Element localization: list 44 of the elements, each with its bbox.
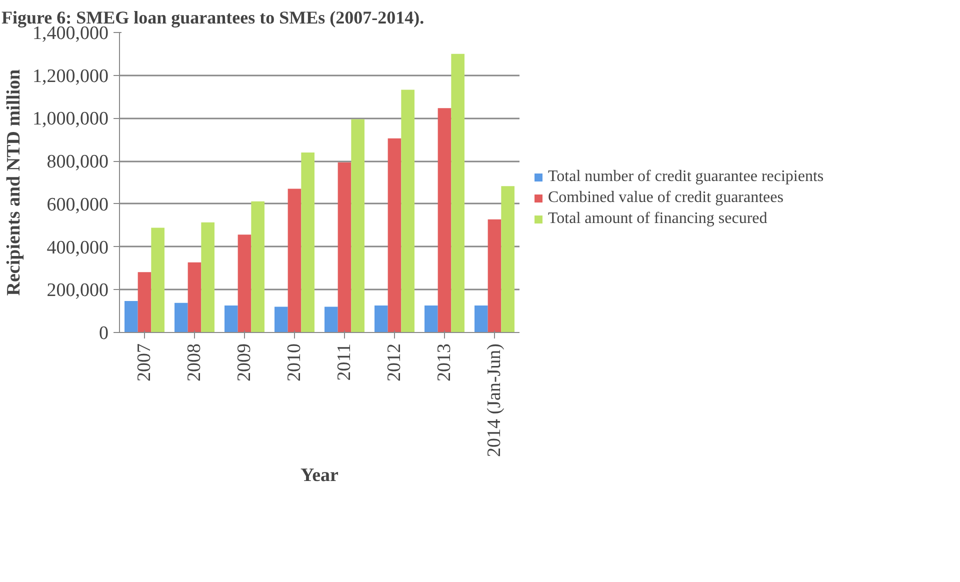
bar (438, 108, 452, 332)
x-tick-label: 2007 (134, 344, 155, 382)
bar (488, 219, 502, 332)
bar (224, 306, 238, 332)
y-tick-label: 200,000 (46, 280, 108, 302)
x-tick-label: 2008 (184, 344, 205, 382)
y-tick-label: 400,000 (46, 237, 108, 258)
x-tick-label: 2010 (284, 344, 305, 382)
bar (201, 222, 214, 332)
x-tick-label: 2009 (234, 344, 255, 382)
legend-label: Combined value of credit guarantees (548, 189, 784, 207)
bar (424, 306, 438, 332)
bar (338, 162, 352, 332)
bar (401, 90, 414, 332)
bar (288, 188, 302, 332)
bar (324, 306, 338, 332)
y-tick-label: 1,000,000 (32, 108, 108, 130)
bar (374, 306, 388, 332)
legend-label: Total number of credit guarantee recipients (548, 168, 824, 186)
x-tick-label: 2014 (Jan-Jun) (484, 344, 505, 457)
y-tick-label: 0 (99, 323, 108, 344)
bar (351, 119, 364, 332)
legend-label: Total amount of financing secured (548, 210, 768, 228)
bar (151, 228, 164, 332)
x-tick-label: 2012 (384, 344, 405, 382)
bar (138, 272, 152, 332)
y-tick-label: 800,000 (46, 152, 108, 173)
x-tick-label: 2013 (434, 344, 455, 382)
x-axis-title: Year (300, 464, 340, 486)
bar (274, 306, 288, 332)
bar (451, 54, 464, 332)
y-tick-label: 1,200,000 (32, 66, 108, 87)
bar (474, 306, 488, 332)
bar (301, 152, 314, 332)
y-tick-label: 600,000 (46, 194, 108, 216)
bar (251, 201, 264, 332)
x-tick-label: 2011 (334, 344, 355, 381)
bar (501, 186, 514, 332)
bar (238, 234, 252, 332)
bar (388, 138, 402, 332)
bar (188, 262, 202, 332)
y-axis-title: Recipients and NTD million (4, 68, 24, 296)
bar (124, 301, 138, 332)
bar (174, 302, 188, 332)
